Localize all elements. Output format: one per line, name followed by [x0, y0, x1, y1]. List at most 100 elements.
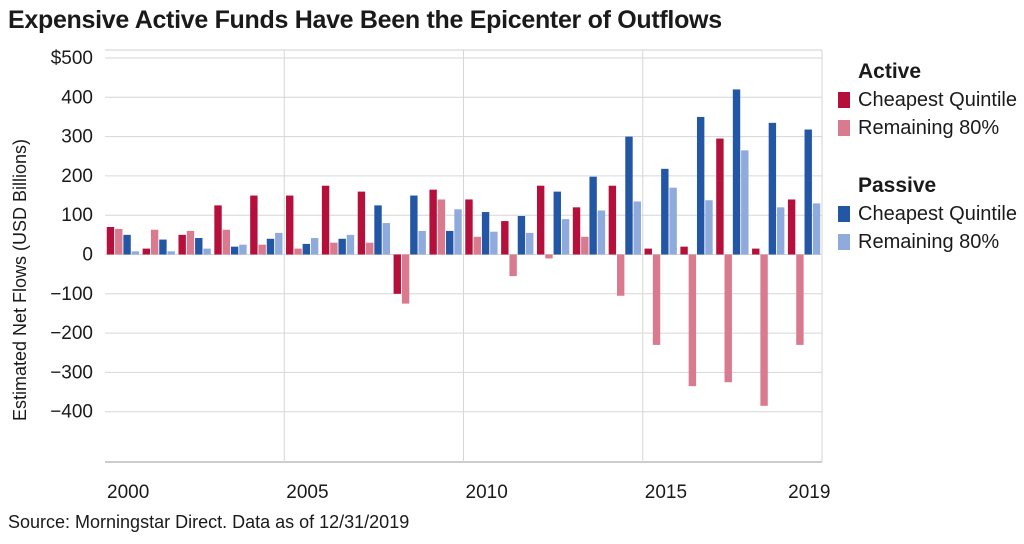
- bar-active-cheapest-2003: [214, 205, 222, 255]
- bar-passive-remaining-2001: [167, 251, 175, 255]
- legend-group-passive: Passive: [858, 174, 937, 197]
- grid-layer: [105, 49, 823, 463]
- bar-active-cheapest-2012: [536, 185, 545, 255]
- bar-active-remaining-2013: [581, 236, 589, 255]
- bar-active-remaining-2018: [760, 254, 768, 406]
- bar-active-remaining-2017: [724, 254, 732, 383]
- bar-passive-cheapest-2000: [123, 234, 131, 255]
- x-tick-label: 2000: [107, 482, 149, 503]
- y-tick-label: 300: [61, 127, 93, 148]
- bar-active-cheapest-2014: [608, 185, 617, 255]
- bar-passive-remaining-2005: [310, 237, 319, 255]
- legend-item-passive-cheapest: Cheapest Quintile: [838, 200, 1017, 228]
- y-tick-label: −400: [50, 402, 93, 423]
- bar-passive-cheapest-2009: [446, 230, 454, 255]
- bar-passive-cheapest-2016: [696, 116, 705, 255]
- bar-passive-cheapest-2001: [159, 239, 167, 255]
- axis-layer: $500 400 300 200 100 0 −100 −200 −300 −400 2000 200…: [50, 48, 830, 503]
- bar-passive-remaining-2016: [705, 200, 713, 255]
- bar-active-cheapest-2009: [429, 189, 437, 255]
- bar-passive-remaining-2017: [741, 150, 749, 255]
- bar-active-cheapest-2010: [465, 199, 473, 255]
- legend-label: Cheapest Quintile: [858, 202, 1017, 225]
- x-tick-label: 2010: [466, 482, 508, 503]
- y-tick-label: −200: [50, 323, 93, 344]
- bar-passive-cheapest-2010: [481, 212, 490, 255]
- bar-active-cheapest-2011: [501, 221, 509, 255]
- bar-layer: [106, 89, 821, 406]
- bar-passive-cheapest-2005: [302, 243, 311, 255]
- bar-passive-cheapest-2002: [195, 237, 203, 255]
- legend-swatch: [838, 120, 850, 136]
- bar-active-remaining-2015: [652, 254, 661, 345]
- y-tick-label: −100: [50, 284, 93, 305]
- bar-passive-cheapest-2019: [804, 129, 812, 255]
- bar-passive-remaining-2006: [346, 234, 355, 255]
- bar-active-remaining-2005: [294, 248, 302, 255]
- bar-active-remaining-2004: [258, 244, 266, 255]
- bar-passive-remaining-2000: [131, 251, 140, 255]
- bar-passive-cheapest-2018: [768, 122, 777, 255]
- legend-item-passive-remaining: Remaining 80%: [838, 228, 1017, 256]
- bar-active-cheapest-2013: [572, 207, 581, 255]
- legend-label: Remaining 80%: [858, 116, 1000, 139]
- bar-passive-remaining-2018: [776, 207, 785, 255]
- source-note: Source: Morningstar Direct. Data as of 1…: [8, 512, 410, 532]
- bar-passive-remaining-2014: [633, 201, 641, 255]
- bar-passive-remaining-2010: [490, 231, 498, 255]
- bar-active-remaining-2009: [437, 199, 446, 255]
- bar-active-cheapest-2018: [752, 248, 760, 255]
- bar-passive-remaining-2015: [669, 187, 677, 255]
- legend-swatch: [838, 206, 850, 222]
- bar-active-cheapest-2016: [680, 246, 688, 255]
- bar-active-remaining-2014: [616, 254, 625, 296]
- y-tick-label: $500: [51, 48, 93, 69]
- bar-passive-remaining-2013: [597, 210, 606, 255]
- bar-active-remaining-2012: [545, 254, 553, 259]
- bar-active-remaining-2006: [330, 242, 338, 255]
- legend-label: Cheapest Quintile: [858, 88, 1017, 111]
- legend-item-active-cheapest: Cheapest Quintile: [838, 86, 1017, 114]
- bar-passive-cheapest-2015: [661, 168, 669, 255]
- bar-passive-cheapest-2003: [230, 246, 239, 255]
- bar-passive-remaining-2012: [561, 219, 570, 255]
- bar-active-remaining-2016: [688, 254, 697, 387]
- bar-active-remaining-2019: [796, 254, 804, 345]
- bar-passive-remaining-2004: [275, 232, 283, 255]
- bar-passive-cheapest-2007: [374, 205, 382, 255]
- y-tick-label: 200: [61, 166, 93, 187]
- bar-active-remaining-2011: [509, 254, 517, 277]
- bar-active-remaining-2001: [150, 229, 159, 255]
- bar-passive-remaining-2008: [418, 230, 426, 255]
- legend-swatch: [838, 234, 850, 250]
- bar-passive-cheapest-2013: [589, 176, 597, 255]
- bar-active-remaining-2007: [366, 242, 374, 255]
- bar-active-remaining-2010: [473, 236, 481, 255]
- bar-passive-cheapest-2017: [732, 89, 741, 255]
- legend-label: Remaining 80%: [858, 230, 1000, 253]
- y-tick-label: 400: [61, 87, 93, 108]
- x-tick-label: 2019: [788, 482, 830, 503]
- y-axis-label: Estimated Net Flows (USD Billions): [10, 139, 30, 421]
- bar-active-cheapest-2005: [286, 195, 294, 255]
- bar-passive-cheapest-2004: [266, 238, 275, 255]
- bar-passive-cheapest-2012: [553, 191, 561, 255]
- x-tick-label: 2015: [645, 482, 687, 503]
- bar-active-cheapest-2006: [321, 185, 330, 255]
- y-tick-label: 100: [61, 205, 93, 226]
- bar-passive-remaining-2009: [454, 209, 462, 255]
- bar-passive-remaining-2007: [382, 223, 391, 255]
- bar-active-cheapest-2015: [644, 248, 652, 255]
- legend-swatch: [838, 92, 850, 108]
- legend-group-active: Active: [858, 60, 922, 83]
- bar-active-cheapest-2019: [787, 199, 796, 255]
- bar-active-cheapest-2002: [178, 234, 186, 255]
- bar-active-cheapest-2004: [250, 195, 258, 255]
- bar-active-cheapest-2017: [716, 138, 724, 255]
- legend-item-active-remaining: Remaining 80%: [838, 114, 1017, 142]
- x-tick-label: 2005: [286, 482, 328, 503]
- bar-passive-remaining-2002: [203, 248, 211, 255]
- bar-passive-cheapest-2006: [338, 238, 346, 255]
- bar-passive-cheapest-2011: [517, 215, 526, 255]
